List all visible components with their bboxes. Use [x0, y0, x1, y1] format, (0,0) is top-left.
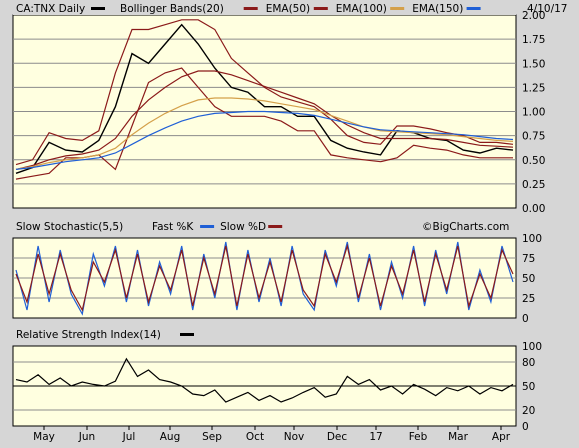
legend-swatch: [268, 225, 283, 228]
legend-label: Bollinger Bands(20): [120, 3, 224, 15]
stoch-ytick-label: 100: [522, 233, 542, 245]
legend-swatch: [390, 7, 405, 10]
legend-swatch: [180, 333, 194, 336]
rsi-series-0: [15, 357, 514, 403]
x-tick-label: Apr: [492, 431, 511, 443]
stoch-credit: ©BigCharts.com: [422, 221, 509, 233]
price-series-5: [15, 110, 514, 170]
stoch-ytick-label: 75: [522, 253, 535, 265]
x-tick-label: Oct: [246, 431, 264, 443]
rsi-ytick-label: 0: [522, 421, 529, 433]
price-ytick-label: 2.00: [522, 10, 545, 22]
price-series-3: [15, 70, 514, 170]
rsi-ytick-label: 80: [522, 357, 535, 369]
stoch-series-1: [15, 243, 514, 312]
x-tick-label: May: [33, 431, 55, 443]
rsi-ytick-label: 100: [522, 341, 542, 353]
x-tick-label: Sep: [202, 431, 222, 443]
legend-swatch: [313, 7, 328, 10]
price-ytick-label: 1.25: [522, 82, 545, 94]
rsi-ytick-label: 20: [522, 405, 535, 417]
x-tick-label: 17: [369, 431, 382, 443]
x-tick-label: Mar: [448, 431, 468, 443]
x-tick-label: Jul: [122, 431, 136, 443]
price-title: CA:TNX Daily: [16, 3, 85, 15]
stoch-ytick-label: 25: [522, 293, 535, 305]
legend-label: Slow %D: [220, 221, 266, 233]
x-tick-label: Aug: [160, 431, 181, 443]
price-ytick-label: 0.50: [522, 155, 545, 167]
legend-label: EMA(50): [266, 3, 310, 15]
x-tick-label: Feb: [409, 431, 428, 443]
price-series-1: [15, 19, 514, 166]
price-ytick-label: 0.25: [522, 179, 545, 191]
legend-swatch: [466, 7, 481, 10]
price-header: [13, 1, 516, 15]
rsi-ytick-label: 50: [522, 381, 535, 393]
legend-swatch: [91, 7, 105, 10]
legend-swatch: [200, 225, 215, 228]
price-ytick-label: 1.50: [522, 58, 545, 70]
stoch-ytick-label: 0: [522, 313, 529, 325]
price-ytick-label: 1.00: [522, 107, 545, 119]
legend-swatch: [243, 7, 258, 10]
legend-label: EMA(100): [336, 3, 387, 15]
x-tick-label: Nov: [284, 431, 305, 443]
x-tick-label: Jun: [78, 431, 95, 443]
stoch-title: Slow Stochastic(5,5): [16, 221, 123, 233]
legend-label: EMA(150): [412, 3, 463, 15]
price-ytick-label: 1.75: [522, 34, 545, 46]
price-date: 4/10/17: [527, 3, 567, 15]
rsi-title: Relative Strength Index(14): [16, 329, 161, 341]
stoch-ytick-label: 50: [522, 273, 535, 285]
legend-label: Fast %K: [152, 221, 194, 233]
x-tick-label: Dec: [327, 431, 348, 443]
price-series-4: [15, 97, 514, 170]
price-ytick-label: 0.00: [522, 203, 545, 215]
price-ytick-label: 0.75: [522, 131, 545, 143]
